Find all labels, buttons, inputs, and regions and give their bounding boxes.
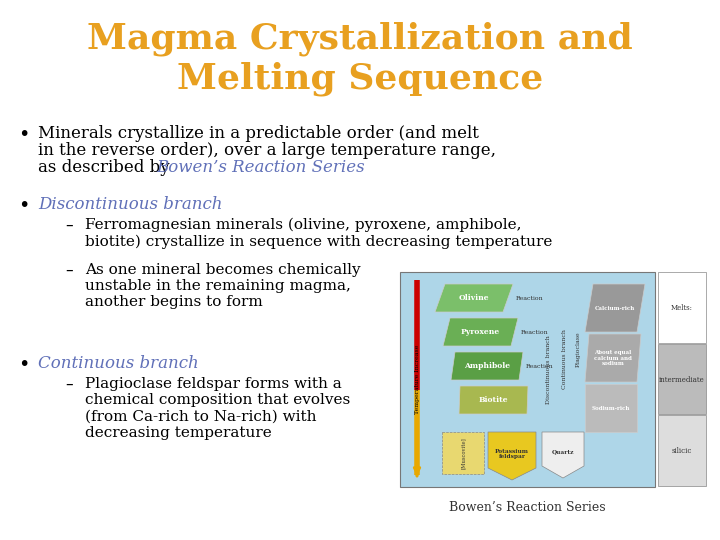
Bar <box>400 272 655 487</box>
Text: –: – <box>65 263 73 278</box>
Text: Discontinuous branch: Discontinuous branch <box>38 196 222 213</box>
Bar <box>442 432 484 474</box>
Text: –: – <box>65 218 73 233</box>
Polygon shape <box>585 384 637 432</box>
Polygon shape <box>585 284 645 332</box>
Text: Pyroxene: Pyroxene <box>461 328 500 336</box>
Text: Bowen’s Reaction Series: Bowen’s Reaction Series <box>449 501 606 514</box>
Text: intermediate: intermediate <box>659 375 705 383</box>
Text: •: • <box>18 125 30 144</box>
Text: •: • <box>18 196 30 215</box>
Polygon shape <box>542 432 584 478</box>
Text: Olivine: Olivine <box>459 294 490 302</box>
Text: Discontinuous branch: Discontinuous branch <box>546 335 551 404</box>
Polygon shape <box>585 334 641 382</box>
Text: Reaction: Reaction <box>521 329 549 334</box>
Text: As one mineral becomes chemically
unstable in the remaining magma,
another begin: As one mineral becomes chemically unstab… <box>85 263 361 309</box>
Text: •: • <box>18 355 30 374</box>
Text: Temperature Increase: Temperature Increase <box>415 345 420 414</box>
Text: Amphibole: Amphibole <box>464 362 510 370</box>
Text: as described by: as described by <box>38 159 175 176</box>
Polygon shape <box>459 386 528 414</box>
Text: in the reverse order), over a large temperature range,: in the reverse order), over a large temp… <box>38 142 496 159</box>
Text: Bowen’s Reaction Series: Bowen’s Reaction Series <box>156 159 364 176</box>
Polygon shape <box>435 284 513 312</box>
Text: silicic: silicic <box>672 447 692 455</box>
Polygon shape <box>451 352 523 380</box>
Polygon shape <box>488 432 536 480</box>
Bar <box>658 415 706 486</box>
Text: Potassium
feldspar: Potassium feldspar <box>495 449 529 460</box>
Text: Quartz: Quartz <box>552 449 575 455</box>
Text: Biotite: Biotite <box>479 396 508 404</box>
Text: Melts:: Melts: <box>671 304 693 312</box>
Polygon shape <box>443 318 518 346</box>
Text: Continuous branch: Continuous branch <box>562 329 567 389</box>
Text: Magma Crystallization and: Magma Crystallization and <box>87 22 633 57</box>
Text: [Muscovite]: [Muscovite] <box>461 437 466 469</box>
Text: Plagioclase: Plagioclase <box>575 332 580 367</box>
Bar <box>658 343 706 414</box>
Text: Melting Sequence: Melting Sequence <box>177 62 543 97</box>
Bar <box>658 272 706 343</box>
Text: Minerals crystallize in a predictable order (and melt: Minerals crystallize in a predictable or… <box>38 125 479 142</box>
Text: Continuous branch: Continuous branch <box>38 355 199 372</box>
Text: Ferromagnesian minerals (olivine, pyroxene, amphibole,
biotite) crystallize in s: Ferromagnesian minerals (olivine, pyroxe… <box>85 218 552 249</box>
Text: Plagioclase feldspar forms with a
chemical composition that evolves
(from Ca-ric: Plagioclase feldspar forms with a chemic… <box>85 377 350 440</box>
Text: Sodium-rich: Sodium-rich <box>592 406 630 410</box>
Text: Calcium-rich: Calcium-rich <box>595 306 635 310</box>
Text: About equal
calcium and
sodium: About equal calcium and sodium <box>594 350 632 366</box>
Text: Reaction: Reaction <box>526 363 554 368</box>
Text: Reaction: Reaction <box>516 295 544 300</box>
Text: –: – <box>65 377 73 392</box>
